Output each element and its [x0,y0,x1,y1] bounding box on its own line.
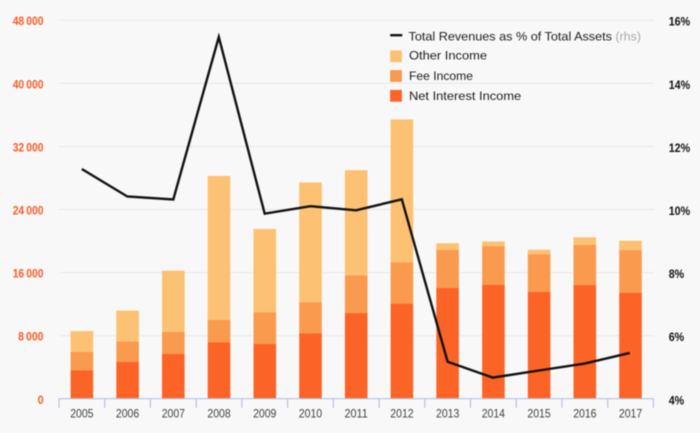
svg-text:2010: 2010 [299,406,322,420]
svg-text:2007: 2007 [162,406,185,420]
svg-text:6%: 6% [669,330,685,344]
svg-text:10%: 10% [669,204,691,218]
svg-text:Fee Income: Fee Income [409,69,473,83]
svg-text:16%: 16% [669,15,691,29]
svg-text:2013: 2013 [436,406,459,420]
svg-text:Other Income: Other Income [409,49,487,63]
svg-text:14%: 14% [669,78,691,92]
svg-text:Total Revenues as % of Total A: Total Revenues as % of Total Assets [409,29,613,43]
svg-text:12%: 12% [669,141,691,155]
svg-text:2014: 2014 [482,406,505,420]
svg-text:2015: 2015 [527,406,550,420]
svg-text:0: 0 [38,393,44,407]
svg-text:2005: 2005 [70,406,93,420]
svg-text:2017: 2017 [619,406,642,420]
svg-text:24 000: 24 000 [13,204,44,218]
svg-text:32 000: 32 000 [13,140,44,154]
svg-text:2016: 2016 [573,406,596,420]
svg-text:4%: 4% [669,393,685,407]
svg-text:8 000: 8 000 [18,330,44,344]
svg-text:16 000: 16 000 [13,267,44,281]
svg-text:2008: 2008 [207,406,230,420]
svg-text:2006: 2006 [116,406,139,420]
svg-text:Net Interest Income: Net Interest Income [409,89,521,103]
svg-text:40 000: 40 000 [13,77,44,91]
svg-text:2011: 2011 [345,406,368,420]
svg-text:2012: 2012 [390,406,413,420]
svg-text:48 000: 48 000 [13,14,44,28]
svg-text:(rhs): (rhs) [615,29,641,43]
svg-text:8%: 8% [669,267,685,281]
svg-text:2009: 2009 [253,406,276,420]
